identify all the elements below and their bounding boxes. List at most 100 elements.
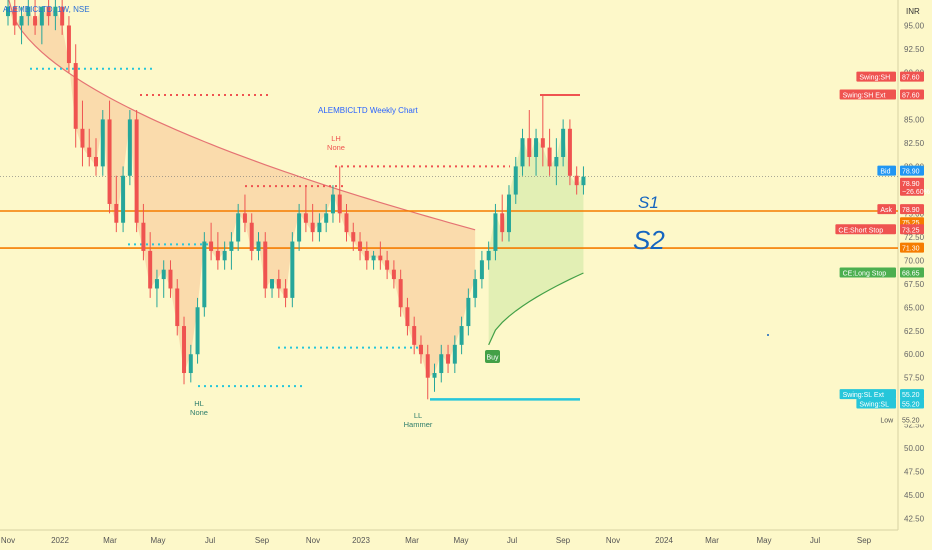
pivot-label-hl: HL <box>194 399 204 408</box>
candle-body <box>297 213 302 242</box>
price-tag-name <box>839 267 896 278</box>
candle-body <box>452 344 457 364</box>
candle-body <box>19 16 24 26</box>
candle-body <box>506 194 511 233</box>
candle-body <box>337 194 342 214</box>
candle-body <box>46 6 51 17</box>
candle-body <box>459 326 464 345</box>
candle-body <box>540 138 545 148</box>
y-tick-label: 67.50 <box>904 280 925 289</box>
x-tick-label: Nov <box>1 536 15 545</box>
candle-body <box>493 213 498 251</box>
price-tag-value: 75.25 <box>902 220 920 227</box>
x-tick-label: May <box>150 536 165 545</box>
candle-body <box>344 213 349 233</box>
candle-body <box>520 138 525 167</box>
candle-body <box>405 307 410 327</box>
candle-body <box>12 6 17 26</box>
price-tag-value: 68.65 <box>902 270 920 277</box>
price-tag-name <box>839 389 896 400</box>
price-tag-value-box <box>900 414 924 425</box>
price-tag-text: CE:Short Stop <box>838 227 883 234</box>
candle-body <box>33 16 38 26</box>
x-tick-label: May <box>453 536 468 545</box>
x-tick-label: Mar <box>405 536 419 545</box>
x-tick-label: Sep <box>857 536 872 545</box>
x-tick-label: Mar <box>705 536 719 545</box>
candle-body <box>276 279 281 289</box>
candle-body <box>127 119 132 176</box>
candle-body <box>290 241 295 298</box>
candle-body <box>378 255 383 261</box>
candle-body <box>324 213 329 223</box>
candle-body <box>270 279 275 289</box>
x-tick-label: Sep <box>556 536 571 545</box>
price-tag-value: 78.90 <box>902 181 920 188</box>
x-tick-label: Sep <box>255 536 270 545</box>
candle-body <box>500 213 505 233</box>
candle-body <box>263 241 268 289</box>
handwritten-s2: S2 <box>633 225 665 255</box>
pivot-sub-lh: None <box>327 143 345 152</box>
price-tag-text: Swing:SL <box>859 402 889 409</box>
y-tick-label: 60.00 <box>904 350 925 359</box>
candle-body <box>466 297 471 327</box>
candle-body <box>6 6 10 17</box>
y-tick-label: 47.50 <box>904 468 925 477</box>
price-tag-text: Ask <box>880 207 892 214</box>
y-tick-label: 82.50 <box>904 139 925 148</box>
candle-body <box>574 175 579 186</box>
price-tag-name <box>877 165 896 176</box>
y-tick-label: 92.50 <box>904 45 925 54</box>
candle-body <box>134 119 139 223</box>
y-tick-label: 52.50 <box>904 421 925 430</box>
x-tick-label: 2023 <box>352 536 370 545</box>
y-tick-label: 50.00 <box>904 444 925 453</box>
candle-body <box>26 6 31 17</box>
price-tag-value-box <box>900 71 924 82</box>
price-tag-text: Bid <box>880 169 890 176</box>
candle-body <box>188 354 193 374</box>
candle-body <box>364 250 369 261</box>
y-tick-label: 65.00 <box>904 303 925 312</box>
price-tag-value-box <box>900 389 924 400</box>
price-tag-value-box <box>900 224 924 235</box>
candle-body <box>385 260 390 270</box>
candle-body <box>80 128 85 148</box>
candle-body <box>73 63 78 129</box>
price-tag-value: 55.20 <box>902 392 920 399</box>
candle-body <box>425 354 430 378</box>
price-tag-value: 55.20 <box>902 417 920 424</box>
candle-body <box>60 6 65 26</box>
candle-body <box>229 241 234 251</box>
x-tick-label: Nov <box>606 536 620 545</box>
price-tag-text: Swing:SH Ext <box>843 92 886 99</box>
x-tick-label: Jul <box>205 536 215 545</box>
y-tick-label: 57.50 <box>904 374 925 383</box>
x-tick-label: Nov <box>306 536 320 545</box>
candle-body <box>547 147 552 167</box>
candle-body <box>473 279 478 298</box>
candle-body <box>317 222 322 233</box>
pivot-label-ll: LL <box>414 411 422 420</box>
y-tick-label: 70.00 <box>904 256 925 265</box>
price-tag-value-box <box>900 177 924 196</box>
price-tag-text: Swing:SL Ext <box>843 392 884 399</box>
currency-label: INR <box>906 7 920 16</box>
price-tag-name <box>877 204 896 215</box>
candle-body <box>242 213 247 223</box>
candle-body <box>39 6 44 26</box>
candle-body <box>168 269 173 289</box>
candle-body <box>351 232 356 242</box>
price-tag-name <box>856 71 896 82</box>
candle-body <box>486 250 491 261</box>
y-tick-label: 42.50 <box>904 515 925 524</box>
candle-body <box>107 119 112 204</box>
price-tag-change: −26.60% <box>902 189 930 196</box>
candle-body <box>446 354 451 364</box>
pen-dot <box>767 334 769 336</box>
x-tick-label: Jul <box>810 536 820 545</box>
price-tag-name <box>877 414 896 425</box>
candle-body <box>412 326 417 345</box>
